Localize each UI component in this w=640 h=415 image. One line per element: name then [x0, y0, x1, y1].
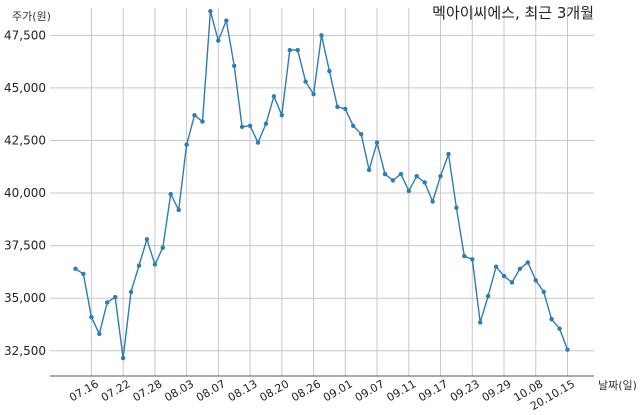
data-point	[414, 174, 419, 179]
x-tick-label: 09.29	[480, 377, 514, 404]
data-point	[184, 142, 189, 147]
x-tick-label: 09.17	[416, 377, 450, 404]
data-point	[485, 293, 491, 299]
x-tick-label: 08.26	[289, 377, 323, 404]
data-point	[271, 94, 277, 99]
data-point	[73, 266, 78, 271]
x-tick-labels: 07.1607.2207.2808.0308.0708.1308.2008.26…	[67, 377, 577, 413]
y-tick-labels: 32,500 35,000 37,500 40,000 42,500 45,000 47,5…	[4, 28, 46, 357]
data-point	[509, 280, 515, 285]
x-tick-label: 09.11	[385, 377, 419, 404]
data-point	[239, 124, 245, 129]
data-point	[438, 174, 443, 179]
x-tick-label: 08.03	[162, 377, 196, 404]
data-point	[390, 178, 396, 183]
data-point	[113, 294, 118, 300]
data-point	[493, 264, 499, 269]
data-point	[303, 79, 308, 84]
data-point	[446, 151, 451, 157]
x-tick-label: 09.07	[353, 377, 387, 404]
y-tick-label: 35,000	[4, 291, 46, 305]
vertical-gridlines	[90, 8, 568, 376]
data-point	[343, 106, 348, 112]
data-point	[81, 271, 86, 277]
y-axis-label: 주가(원)	[12, 10, 51, 23]
data-point	[208, 9, 213, 14]
data-point	[287, 47, 292, 53]
x-tick-label: 08.20	[258, 377, 292, 404]
data-point	[105, 300, 110, 305]
y-tick-label: 32,500	[4, 344, 46, 358]
x-axis-label: 날짜(일)	[598, 378, 637, 392]
data-point	[366, 167, 372, 173]
y-tick-label: 37,500	[4, 239, 46, 253]
data-point	[216, 38, 221, 43]
data-point	[176, 207, 181, 213]
data-point	[144, 237, 150, 242]
data-point	[398, 171, 404, 177]
x-tick-label: 08.13	[226, 377, 260, 404]
data-point	[136, 263, 142, 268]
x-tick-label: 08.07	[194, 377, 228, 404]
data-point	[430, 199, 435, 204]
y-tick-label: 45,000	[4, 81, 46, 95]
data-point	[128, 289, 134, 295]
data-point	[327, 68, 332, 74]
data-point	[263, 121, 269, 126]
data-point	[501, 273, 507, 279]
data-point	[255, 140, 261, 145]
y-tick-label: 40,000	[4, 186, 46, 200]
data-point	[335, 104, 340, 110]
y-tick-label: 47,500	[4, 28, 46, 42]
price-series-points	[73, 9, 570, 361]
x-tick-label: 07.28	[131, 377, 165, 404]
x-tick-label: 09.01	[321, 377, 355, 404]
data-point	[462, 253, 467, 259]
data-point	[454, 205, 459, 210]
data-point	[279, 113, 284, 118]
y-tick-label: 42,500	[4, 133, 46, 147]
data-point	[152, 262, 158, 267]
data-point	[422, 180, 427, 185]
x-tick-label: 09.23	[448, 377, 482, 404]
data-point	[120, 355, 126, 361]
data-point	[97, 331, 102, 337]
data-point	[200, 119, 205, 124]
data-point	[311, 92, 316, 97]
data-point	[295, 47, 300, 53]
data-point	[541, 289, 546, 295]
data-point	[247, 123, 253, 128]
x-tick-label: 07.22	[99, 377, 133, 404]
data-point	[533, 278, 538, 283]
data-point	[478, 320, 483, 325]
data-point	[232, 63, 237, 68]
data-point	[89, 314, 94, 320]
price-series-line	[75, 11, 569, 359]
x-tick-label: 07.16	[67, 377, 101, 404]
data-point	[160, 245, 165, 250]
data-point	[406, 188, 411, 194]
chart-title: 멕아이씨에스, 최근 3개월	[432, 4, 594, 22]
data-point	[470, 257, 475, 262]
data-point	[382, 171, 388, 177]
data-point	[319, 33, 324, 38]
horizontal-gridlines	[50, 34, 594, 352]
data-point	[525, 260, 530, 265]
data-point	[565, 347, 570, 352]
data-point	[359, 132, 364, 137]
data-point	[557, 326, 562, 331]
data-point	[517, 266, 523, 271]
data-point	[351, 123, 356, 128]
data-point	[192, 113, 197, 118]
data-point	[224, 18, 229, 23]
data-point	[549, 317, 554, 322]
data-point	[168, 191, 173, 197]
data-point	[374, 140, 380, 145]
